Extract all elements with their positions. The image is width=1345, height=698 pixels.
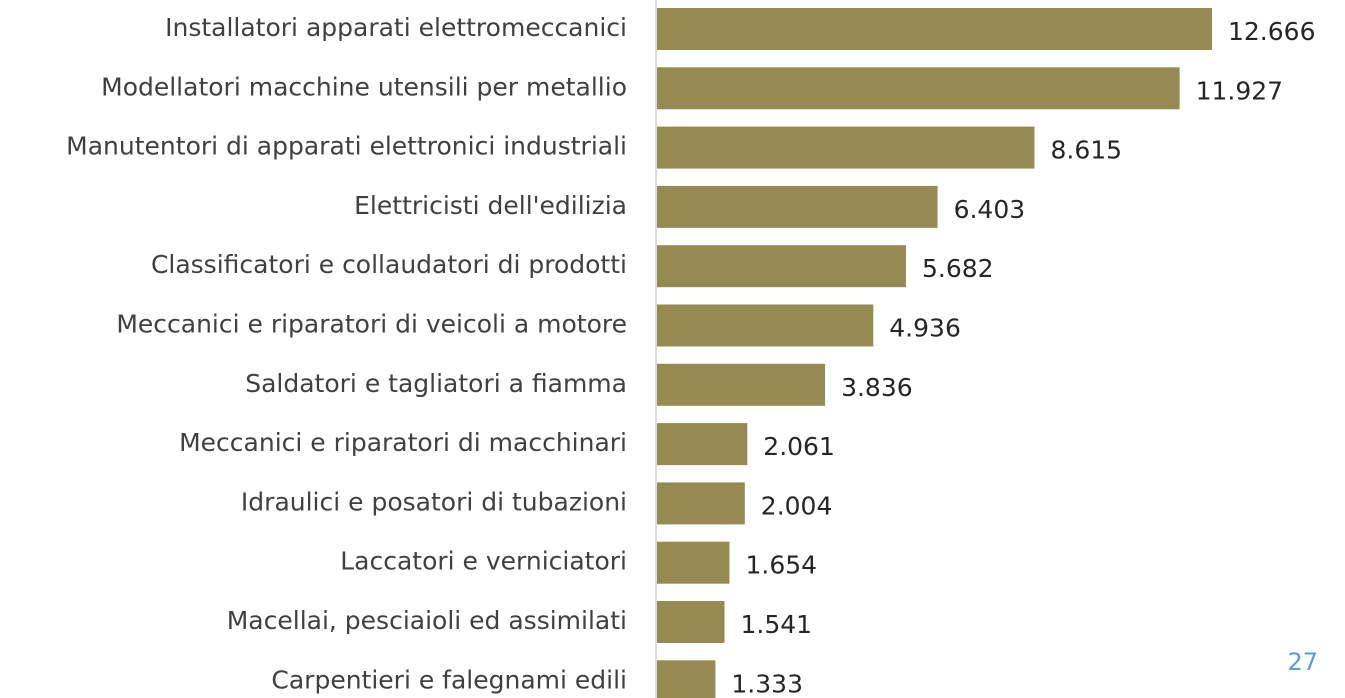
- value-label: 12.666: [1228, 17, 1315, 46]
- category-label: Meccanici e riparatori di macchinari: [179, 428, 627, 457]
- bar: [657, 541, 730, 584]
- category-label: Carpentieri e falegnami edili: [271, 665, 627, 694]
- bar: [657, 67, 1180, 110]
- bar: [657, 601, 725, 643]
- category-label: Meccanici e riparatori di veicoli a moto…: [116, 310, 627, 339]
- category-label: Macellai, pesciaioli ed assimilati: [227, 606, 627, 635]
- value-label: 2.004: [761, 491, 833, 520]
- value-label: 1.333: [731, 669, 803, 698]
- value-label: 1.541: [741, 610, 813, 639]
- category-label: Laccatori e verniciatori: [340, 547, 627, 576]
- bar: [657, 126, 1035, 169]
- value-label: 3.836: [841, 373, 913, 402]
- category-label: Saldatori e tagliatori a fiamma: [245, 369, 627, 398]
- bar: [657, 8, 1212, 50]
- bar: [657, 304, 874, 347]
- category-label: Idraulici e posatori di tubazioni: [241, 487, 627, 516]
- bar: [657, 245, 906, 288]
- bar: [657, 423, 748, 466]
- category-label: Classificatori e collaudatori di prodott…: [151, 250, 627, 279]
- value-label: 1.654: [745, 551, 817, 580]
- category-label: Manutentori di apparati elettronici indu…: [66, 132, 627, 161]
- value-label: 4.936: [889, 314, 961, 343]
- category-label: Elettricisti dell'edilizia: [354, 191, 627, 220]
- page-number: 27: [1287, 648, 1318, 676]
- bar: [657, 185, 938, 228]
- bar: [657, 363, 826, 406]
- bar: [657, 660, 716, 698]
- value-label: 6.403: [954, 195, 1026, 224]
- category-label: Installatori apparati elettromeccanici: [165, 13, 627, 42]
- category-label: Modellatori macchine utensili per metall…: [101, 72, 627, 101]
- bar: [657, 482, 745, 525]
- value-label: 2.061: [763, 432, 835, 461]
- value-label: 5.682: [922, 254, 994, 283]
- value-label: 11.927: [1196, 76, 1283, 105]
- value-label: 8.615: [1050, 136, 1122, 165]
